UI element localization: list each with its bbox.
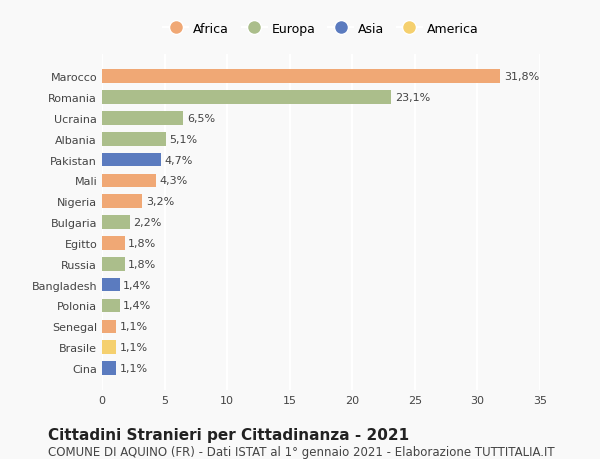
Text: 3,2%: 3,2% — [146, 197, 174, 207]
Text: 4,7%: 4,7% — [164, 155, 193, 165]
Text: 1,1%: 1,1% — [119, 342, 148, 353]
Text: 1,8%: 1,8% — [128, 259, 157, 269]
Bar — [102, 174, 156, 188]
Text: 23,1%: 23,1% — [395, 93, 430, 103]
Bar — [102, 278, 119, 292]
Bar — [102, 361, 116, 375]
Text: 5,1%: 5,1% — [170, 134, 198, 145]
Text: 1,1%: 1,1% — [119, 322, 148, 331]
Text: 1,1%: 1,1% — [119, 363, 148, 373]
Bar — [102, 257, 125, 271]
Bar — [102, 237, 125, 250]
Text: COMUNE DI AQUINO (FR) - Dati ISTAT al 1° gennaio 2021 - Elaborazione TUTTITALIA.: COMUNE DI AQUINO (FR) - Dati ISTAT al 1°… — [48, 445, 554, 458]
Bar — [102, 91, 391, 105]
Bar — [102, 112, 184, 125]
Legend: Africa, Europa, Asia, America: Africa, Europa, Asia, America — [158, 18, 484, 41]
Bar — [102, 299, 119, 313]
Text: 1,8%: 1,8% — [128, 238, 157, 248]
Bar — [102, 133, 166, 146]
Text: 31,8%: 31,8% — [504, 72, 539, 82]
Text: Cittadini Stranieri per Cittadinanza - 2021: Cittadini Stranieri per Cittadinanza - 2… — [48, 427, 409, 442]
Bar — [102, 70, 500, 84]
Text: 6,5%: 6,5% — [187, 114, 215, 123]
Text: 1,4%: 1,4% — [123, 301, 152, 311]
Bar — [102, 216, 130, 230]
Text: 4,3%: 4,3% — [160, 176, 188, 186]
Bar — [102, 320, 116, 333]
Text: 1,4%: 1,4% — [123, 280, 152, 290]
Text: 2,2%: 2,2% — [133, 218, 161, 228]
Bar — [102, 195, 142, 208]
Bar — [102, 341, 116, 354]
Bar — [102, 153, 161, 167]
